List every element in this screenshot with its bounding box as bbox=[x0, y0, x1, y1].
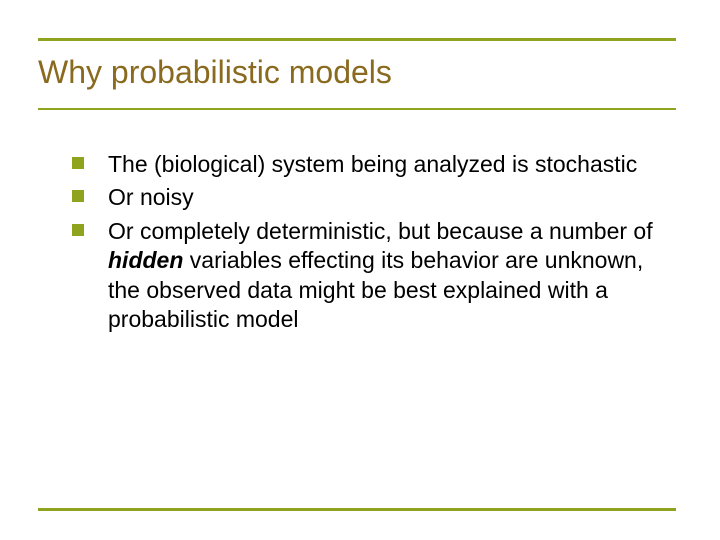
bottom-rule bbox=[38, 508, 676, 511]
square-bullet-icon bbox=[72, 224, 84, 236]
square-bullet-icon bbox=[72, 157, 84, 169]
bullet-text-emphasis: hidden bbox=[108, 247, 183, 273]
top-rule bbox=[38, 38, 676, 41]
list-item: Or completely deterministic, but because… bbox=[72, 217, 660, 335]
bullet-text: Or completely deterministic, but because… bbox=[108, 218, 653, 244]
title-underline-rule bbox=[38, 108, 676, 110]
slide: Why probabilistic models The (biological… bbox=[0, 0, 720, 540]
bullet-text: The (biological) system being analyzed i… bbox=[108, 151, 637, 177]
slide-body: The (biological) system being analyzed i… bbox=[72, 150, 660, 339]
slide-title: Why probabilistic models bbox=[38, 54, 392, 91]
list-item: Or noisy bbox=[72, 183, 660, 212]
square-bullet-icon bbox=[72, 190, 84, 202]
list-item: The (biological) system being analyzed i… bbox=[72, 150, 660, 179]
bullet-text: variables effecting its behavior are unk… bbox=[108, 247, 643, 332]
bullet-text: Or noisy bbox=[108, 184, 194, 210]
